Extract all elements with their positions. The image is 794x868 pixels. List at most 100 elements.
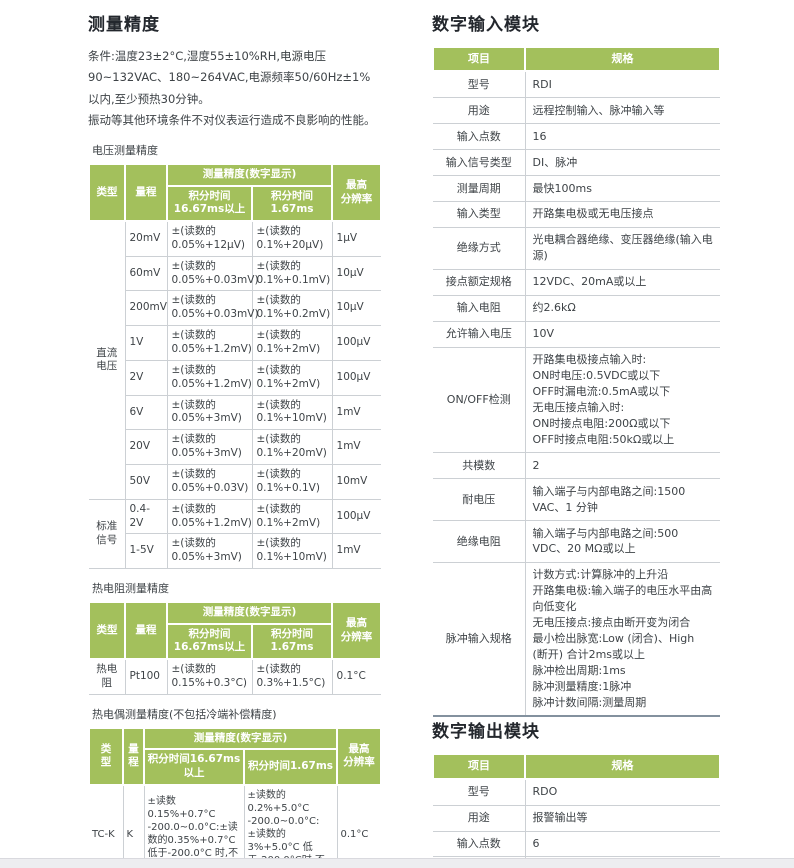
rtd-table-caption: 热电阻测量精度 xyxy=(92,582,169,596)
spec-value-cell: 16 xyxy=(525,123,720,151)
type-group-cell: 热电 阻 xyxy=(89,658,126,695)
col-header-range: 量程 xyxy=(124,601,168,661)
spec-item-cell: 耐电压 xyxy=(433,478,526,522)
spec-item-cell: 脉冲输入规格 xyxy=(433,562,526,717)
right-column: 数字输入模块 项目 规格 型号 RDI 用途 远程控制输入、脉冲输入等 输入点数 16 输入… xyxy=(432,10,721,868)
spec-value-cell: 输入端子与内部电路之间:1500 VAC、1 分钟 xyxy=(525,478,720,522)
accuracy-cell: ±(读数的 0.05%+0.03V) xyxy=(166,464,253,500)
table-row: 输入信号类型 DI、脉冲 xyxy=(433,149,720,177)
col-header-accuracy-group: 测量精度(数字显示) xyxy=(165,601,334,625)
conditions-text: 条件:温度23±2°C,湿度55±10%RH,电源电压90~132VAC、180… xyxy=(88,46,380,131)
table-row: 输入点数 16 xyxy=(433,123,720,151)
section-title-measurement-accuracy: 测量精度 xyxy=(88,15,160,35)
spec-value-cell: 远程控制输入、脉冲输入等 xyxy=(525,97,720,125)
spec-value-cell: RDI xyxy=(525,71,720,99)
spec-value-cell: 6 xyxy=(525,831,720,858)
table-row: 2V ±(读数的 0.05%+1.2mV) ±(读数的 0.1%+2mV) 10… xyxy=(89,359,382,396)
col-header-integration-167: 积分时间 1.67ms xyxy=(250,184,334,222)
range-cell: 20mV xyxy=(124,220,168,257)
spec-value-cell: 计数方式:计算脉冲的上升沿 开路集电极:输入端子的电压水平由高向低变化 无电压接… xyxy=(525,562,720,717)
spec-value-cell: 约2.6kΩ xyxy=(525,295,720,322)
table-row: 共模数 2 xyxy=(433,452,720,480)
digital-input-module-table: 项目 规格 型号 RDI 用途 远程控制输入、脉冲输入等 输入点数 16 输入信号类型 DI、… xyxy=(432,45,721,718)
spec-value-cell: DI、脉冲 xyxy=(525,149,720,177)
accuracy-cell: ±(读数的 0.05%+3mV) xyxy=(166,533,253,570)
resolution-cell: 100μV xyxy=(331,359,382,396)
spec-value-cell: RDO xyxy=(525,778,720,806)
accuracy-cell: ±(读数的 0.3%+1.5°C) xyxy=(251,658,333,695)
col-header-type: 类 型 xyxy=(88,726,124,786)
col-header-resolution: 最高 分辨率 xyxy=(331,163,383,222)
table-row: 用途 远程控制输入、脉冲输入等 xyxy=(433,97,720,125)
col-header-spec: 规格 xyxy=(524,753,721,780)
accuracy-cell: ±(读数的 0.1%+20mV) xyxy=(251,429,333,466)
spec-item-cell: 输入类型 xyxy=(433,201,526,228)
resolution-cell: 0.1°C xyxy=(336,784,382,868)
accuracy-cell: ±读数0.15%+0.7°C -200.0~0.0°C:±读数的0.35%+0.… xyxy=(143,784,245,868)
voltage-table-caption: 电压测量精度 xyxy=(92,144,158,158)
rtd-accuracy-table: 类型 量程 测量精度(数字显示) 最高 分辨率 积分时间 16.67ms以上 积… xyxy=(88,601,383,695)
resolution-cell: 10μV xyxy=(331,290,382,327)
spec-item-cell: 允许输入电压 xyxy=(433,321,526,348)
table-row: 标准 信号 0.4-2V ±(读数的 0.05%+1.2mV) ±(读数的 0.… xyxy=(89,498,382,570)
spec-value-cell: 最快100ms xyxy=(525,175,720,202)
spec-item-cell: 用途 xyxy=(433,97,526,125)
table-row: 输入类型 开路集电极或无电压接点 xyxy=(433,201,720,228)
table-row: 200mV ±(读数的 0.05%+0.03mV) ±(读数的 0.1%+0.2… xyxy=(89,290,382,327)
resolution-cell: 100μV xyxy=(331,325,382,361)
accuracy-cell: ±(读数的 0.05%+1.2mV) xyxy=(166,325,253,361)
resolution-cell: 1mV xyxy=(331,394,382,431)
accuracy-cell: ±(读数的 0.05%+0.03mV) xyxy=(166,290,259,327)
range-cell: Pt100 xyxy=(124,658,168,695)
spec-item-cell: 接点额定规格 xyxy=(433,269,526,296)
range-cell: 20V xyxy=(124,429,168,466)
col-header-type: 类型 xyxy=(88,601,126,661)
accuracy-cell: ±(读数的 0.05%+12μV) xyxy=(166,220,253,257)
table-row: 绝缘方式 光电耦合器绝缘、变压器绝缘(输入电源) xyxy=(433,227,720,270)
spec-value-cell: 2 xyxy=(525,452,720,480)
accuracy-cell: ±(读数的 0.15%+0.3°C) xyxy=(166,658,253,695)
spec-value-cell: 10V xyxy=(525,321,720,348)
spec-item-cell: 绝缘方式 xyxy=(433,227,526,270)
resolution-cell: 0.1°C xyxy=(331,658,382,695)
resolution-cell: 10μV xyxy=(331,255,382,292)
section-title-digital-input-module: 数字输入模块 xyxy=(432,15,540,35)
table-row: 型号 RDI xyxy=(433,71,720,99)
table-row: 型号 RDO xyxy=(433,778,720,806)
resolution-cell: 1mV xyxy=(331,533,382,570)
table-row: 测量周期 最快100ms xyxy=(433,175,720,202)
table-row: 60mV ±(读数的 0.05%+0.03mV) ±(读数的 0.1%+0.1m… xyxy=(89,255,382,292)
range-cell: 6V xyxy=(124,394,168,431)
col-header-resolution: 最高 分辨率 xyxy=(331,601,383,661)
table-row: 输入电阻 约2.6kΩ xyxy=(433,295,720,322)
resolution-cell: 1mV xyxy=(331,429,382,466)
resolution-cell: 100μV xyxy=(331,498,382,535)
table-row: 直流 电压 20mV ±(读数的 0.05%+12μV) ±(读数的 0.1%+… xyxy=(89,220,382,500)
table-row: 6V ±(读数的 0.05%+3mV) ±(读数的 0.1%+10mV) 1mV xyxy=(89,394,382,431)
section-title-digital-output-module: 数字输出模块 xyxy=(432,722,540,743)
accuracy-cell: ±(读数的 0.1%+0.1mV) xyxy=(251,255,333,292)
spec-item-cell: 测量周期 xyxy=(433,175,526,202)
table-row: 脉冲输入规格 计数方式:计算脉冲的上升沿 开路集电极:输入端子的电压水平由高向低变… xyxy=(433,562,720,717)
spec-item-cell: 输入点数 xyxy=(433,123,526,151)
accuracy-cell: ±(读数的 0.05%+3mV) xyxy=(166,394,253,431)
table-row: ON/OFF检测 开路集电极接点输入时: ON时电压:0.5VDC或以下 OFF时… xyxy=(433,347,720,454)
range-cell: 1-5V xyxy=(124,533,168,570)
accuracy-cell: ±(读数的 0.1%+2mV) xyxy=(251,359,333,396)
conditions-paragraph-2: 振动等其他环境条件不对仪表运行造成不良影响的性能。 xyxy=(88,112,376,127)
col-header-item: 项目 xyxy=(432,753,526,780)
accuracy-cell: ±读数的0.2%+5.0°C -200.0~0.0°C:±读数的3%+5.0°C… xyxy=(243,784,338,868)
spec-value-cell: 输入端子与内部电路之间:500 VDC、20 MΩ或以上 xyxy=(525,520,720,563)
voltage-accuracy-table: 类型 量程 测量精度(数字显示) 最高 分辨率 积分时间 16.67ms以上 积… xyxy=(88,163,383,570)
range-cell: 1V xyxy=(124,325,168,361)
col-header-integration-1667: 积分时间 16.67ms以上 xyxy=(166,622,253,661)
accuracy-cell: ±(读数的 0.1%+0.2mV) xyxy=(251,290,333,327)
table-row: 热电 阻 Pt100 ±(读数的 0.15%+0.3°C) ±(读数的 0.3%… xyxy=(89,658,382,695)
table-row: 用途 报警输出等 xyxy=(433,805,720,832)
range-cell: K xyxy=(122,784,145,868)
col-header-integration-1667: 积分时间16.67ms 以上 xyxy=(143,748,245,786)
col-header-resolution: 最高 分辨率 xyxy=(336,726,383,786)
col-header-accuracy-group: 测量精度(数字显示) xyxy=(142,726,339,751)
table-row: 输入点数 6 xyxy=(433,831,720,858)
table-row: 1-5V ±(读数的 0.05%+3mV) ±(读数的 0.1%+10mV) 1… xyxy=(89,533,382,570)
